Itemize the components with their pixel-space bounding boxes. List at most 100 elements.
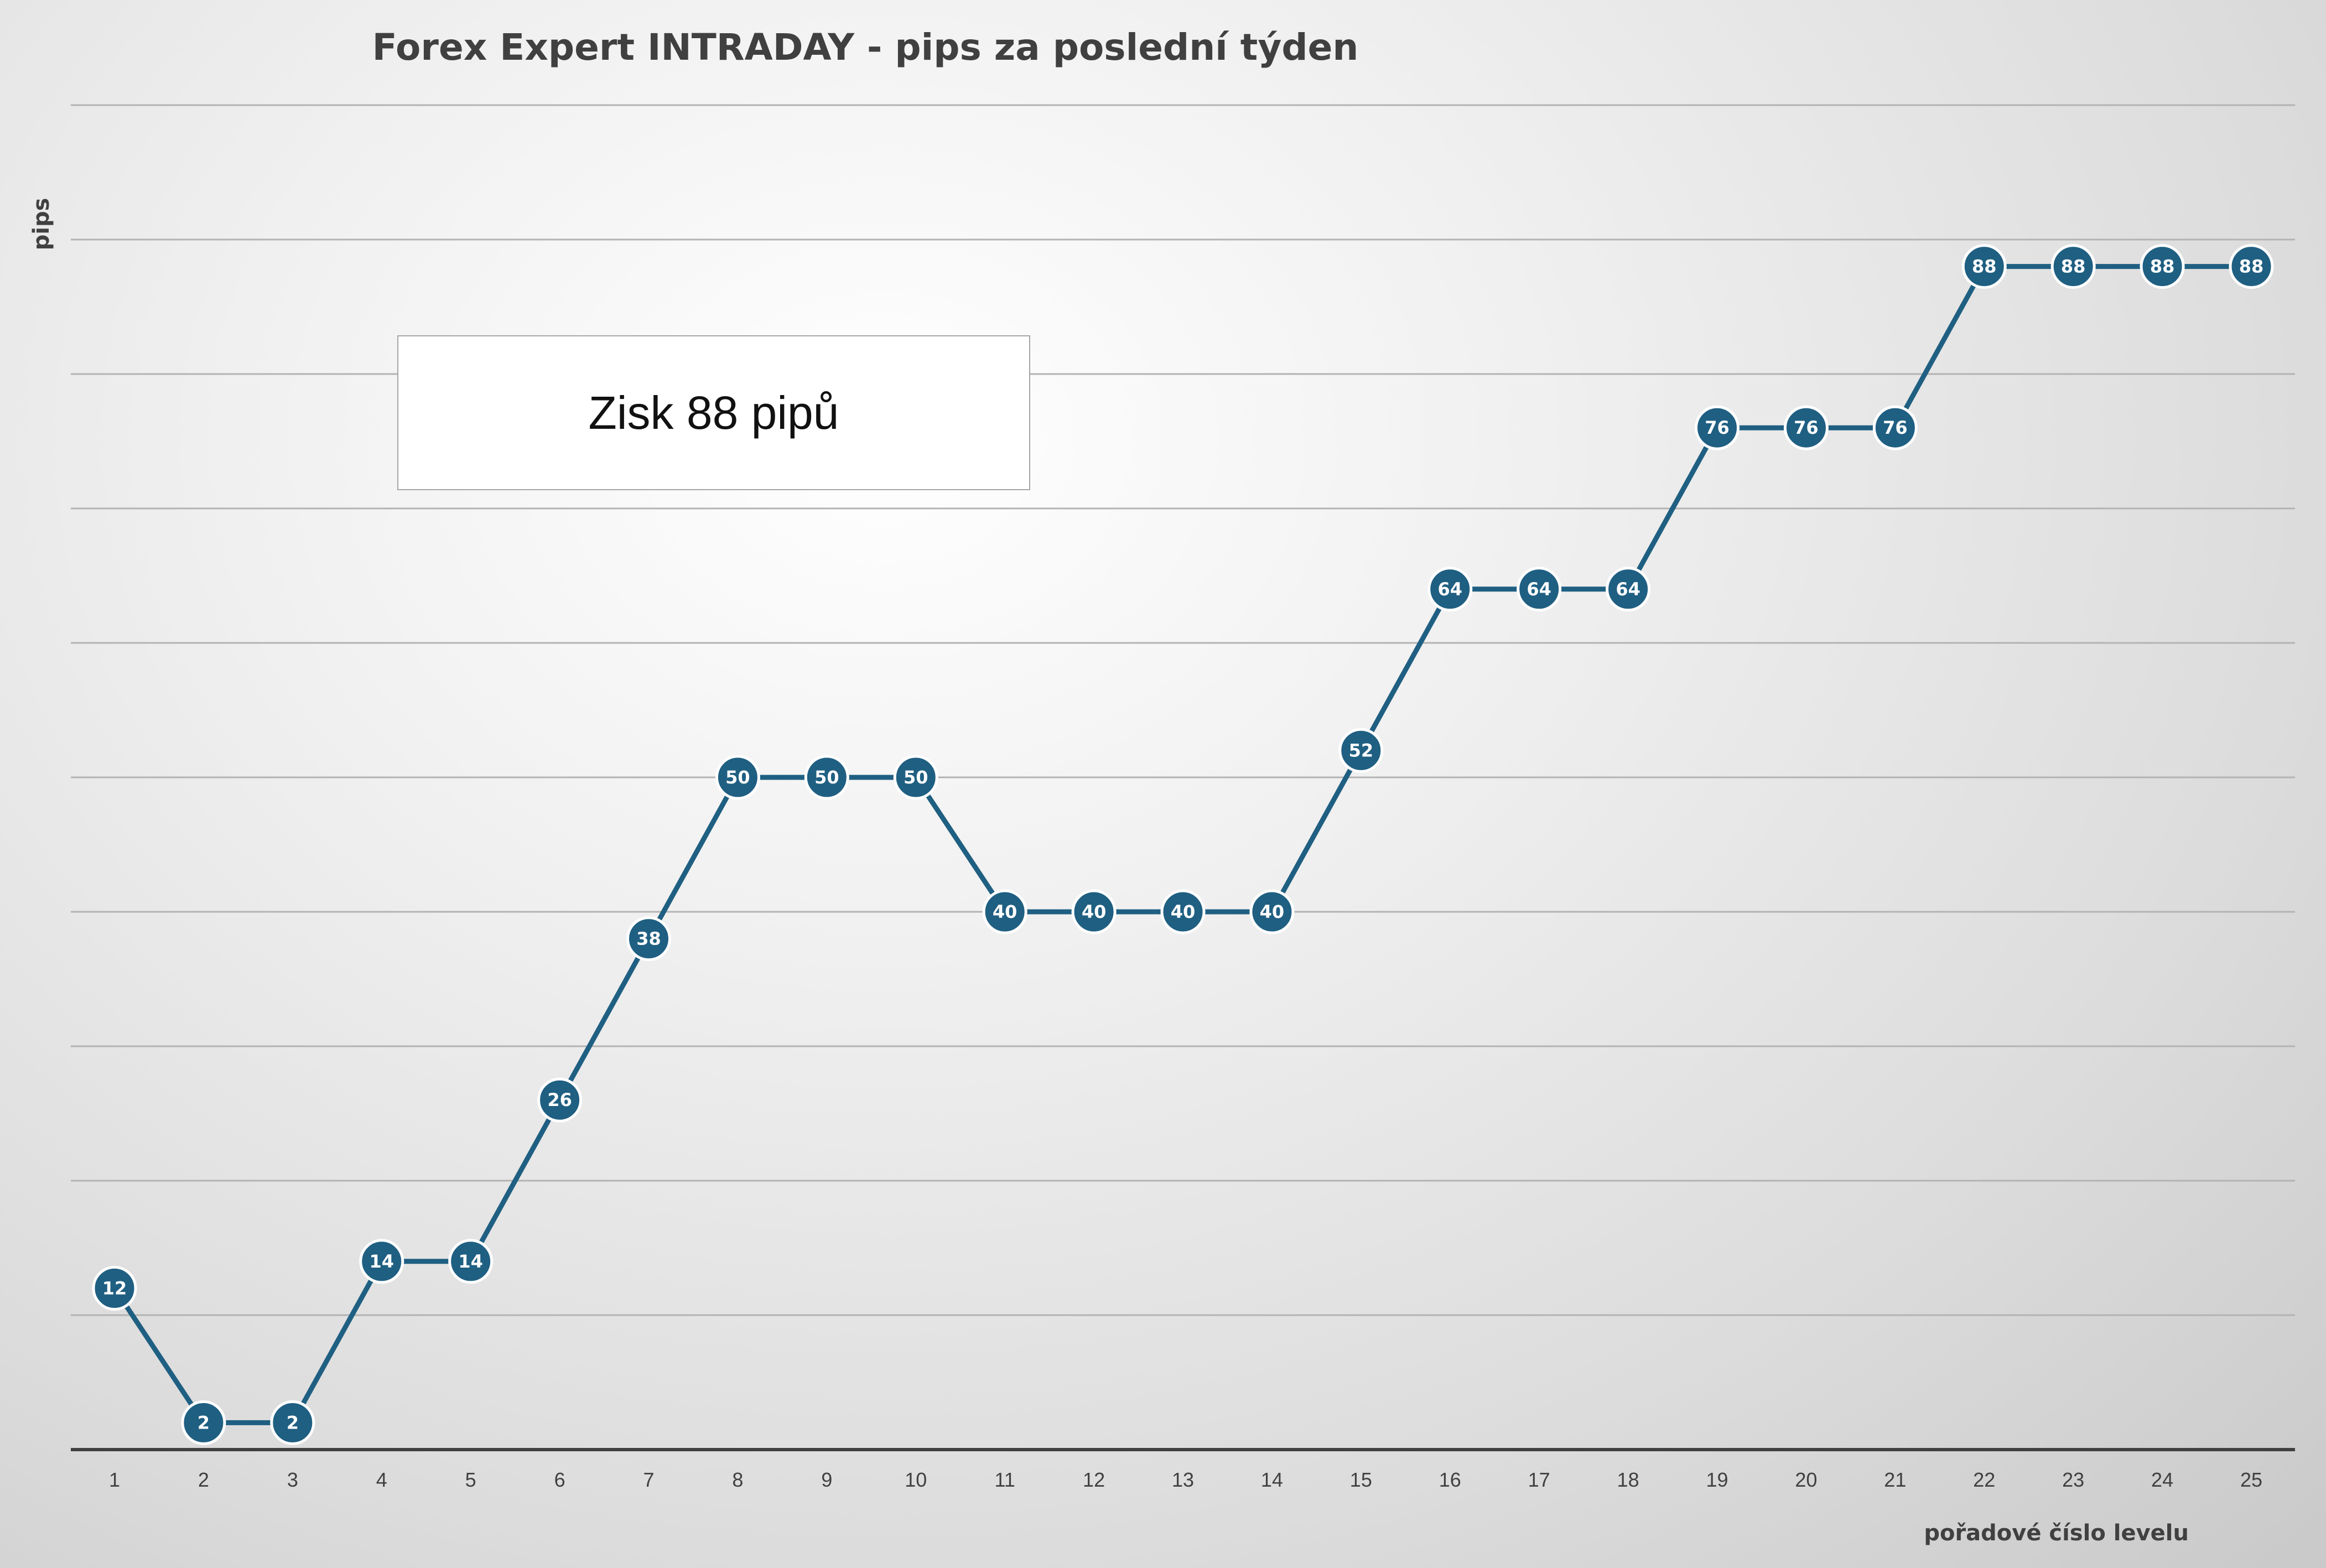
x-tick-label: 8 [732,1468,743,1491]
annotation-text: Zisk 88 pipů [588,386,839,439]
data-label: 76 [1883,417,1908,438]
data-label: 14 [369,1251,394,1272]
annotation-box: Zisk 88 pipů [397,335,1030,490]
data-label: 50 [904,767,928,788]
x-axis-title: pořadové číslo levelu [1924,1520,2189,1546]
data-point-marker [1961,244,2007,289]
data-point: 40 [982,889,1027,934]
x-tick-label: 7 [643,1468,654,1491]
data-point: 14 [359,1239,404,1284]
data-point-marker [537,1077,583,1123]
data-point: 76 [1783,405,1829,450]
data-point-marker [359,1239,404,1284]
data-point-marker [1872,405,1918,450]
data-label: 64 [1437,579,1462,600]
data-point: 40 [1071,889,1117,934]
data-point-marker [982,889,1027,934]
data-point-marker [626,916,671,962]
data-label: 64 [1616,579,1640,600]
x-tick-label: 16 [1439,1468,1461,1491]
data-label: 40 [1171,901,1196,922]
data-point-marker [92,1265,137,1311]
data-point-marker [1695,405,1740,450]
data-point: 88 [1961,244,2007,289]
data-point-marker [448,1239,494,1284]
data-label: 2 [198,1412,210,1433]
data-label: 50 [725,767,750,788]
x-tick-label: 21 [1884,1468,1906,1491]
data-label: 88 [2061,256,2086,277]
data-point: 26 [537,1077,583,1123]
data-point: 64 [1427,567,1473,612]
data-point: 64 [1517,567,1562,612]
data-point: 76 [1872,405,1918,450]
x-tick-label: 13 [1172,1468,1194,1491]
data-point-marker [1783,405,1829,450]
data-point-marker [1338,728,1384,773]
data-point: 14 [448,1239,494,1284]
data-point: 2 [181,1400,226,1445]
x-tick-label: 10 [905,1468,927,1491]
data-label: 76 [1705,417,1730,438]
x-tick-label: 22 [1973,1468,1995,1491]
data-point-marker [715,755,760,800]
x-tick-label: 12 [1083,1468,1105,1491]
data-point-marker [1606,567,1651,612]
x-tick-label: 24 [2151,1468,2173,1491]
gridlines [71,104,2295,1316]
data-point: 50 [715,755,760,800]
data-point-marker [1160,889,1206,934]
x-tick-label: 5 [465,1468,476,1491]
y-axis-title: pips [29,198,54,251]
data-point: 76 [1695,405,1740,450]
data-label: 14 [458,1251,483,1272]
data-point-marker [1071,889,1117,934]
data-label: 52 [1349,740,1374,761]
x-tick-label: 25 [2240,1468,2262,1491]
data-label: 50 [814,767,839,788]
x-tick-label: 20 [1795,1468,1817,1491]
data-point: 88 [2050,244,2096,289]
data-point: 2 [270,1400,315,1445]
data-point: 88 [2229,244,2274,289]
data-point: 40 [1160,889,1206,934]
data-label: 76 [1794,417,1819,438]
x-tick-label: 23 [2062,1468,2084,1491]
data-label: 88 [1972,256,1997,277]
x-tick-label: 3 [287,1468,298,1491]
data-label: 26 [547,1089,572,1110]
data-point-marker [893,755,938,800]
data-point-marker [2050,244,2096,289]
data-point: 12 [92,1265,137,1311]
data-label: 12 [102,1278,127,1299]
data-point-marker [1517,567,1562,612]
x-tick-label: 6 [554,1468,565,1491]
x-tick-label: 9 [821,1468,832,1491]
data-label: 38 [636,928,661,949]
data-point-marker [1427,567,1473,612]
data-point-marker [804,755,849,800]
data-point: 38 [626,916,671,962]
data-points: 12 2 2 14 14 26 38 50 50 50 40 40 40 40 52 64 64 64 76 76 76… [92,244,2274,1445]
data-point: 52 [1338,728,1384,773]
data-point: 88 [2140,244,2185,289]
data-point-marker [181,1400,226,1445]
data-label: 40 [1260,901,1285,922]
data-point-marker [2140,244,2185,289]
data-label: 88 [2150,256,2175,277]
x-tick-label: 17 [1528,1468,1550,1491]
data-point-marker [2229,244,2274,289]
data-point-marker [1249,889,1295,934]
x-tick-label: 11 [994,1468,1015,1491]
x-tick-label: 14 [1261,1468,1283,1491]
data-label: 40 [1082,901,1107,922]
data-point: 50 [804,755,849,800]
x-tick-label: 4 [376,1468,387,1491]
data-label: 2 [287,1412,299,1433]
x-tick-label: 1 [109,1468,120,1491]
chart-title: Forex Expert INTRADAY - pips za poslední… [372,26,1359,69]
x-tick-label: 19 [1706,1468,1728,1491]
data-point: 64 [1606,567,1651,612]
